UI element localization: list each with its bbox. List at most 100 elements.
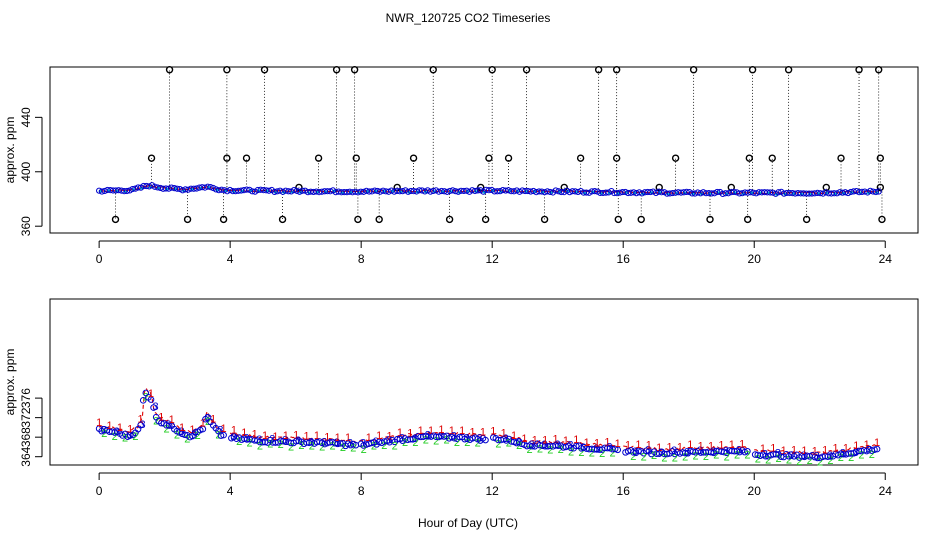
bottom-series-1-label: 1 <box>490 426 496 438</box>
bottom-series-1-label: 1 <box>501 428 507 440</box>
bottom-series-3-label: 3 <box>606 442 612 454</box>
bottom-series-1-label: 1 <box>635 439 641 451</box>
x-axis-title: Hour of Day (UTC) <box>418 516 518 530</box>
bottom-series-2-label: 2 <box>412 437 418 449</box>
top-blue-point <box>168 184 175 191</box>
bottom-series-1-label: 1 <box>106 420 112 432</box>
top-plot-frame <box>49 66 919 234</box>
bottom-series-2-label: 2 <box>236 436 242 448</box>
bottom-series-1-label: 1 <box>864 439 870 451</box>
bottom-circle-point <box>217 432 225 439</box>
bottom-series-2-label: 2 <box>392 440 398 452</box>
bottom-series-3-label: 3 <box>516 437 522 449</box>
bottom-series-3-label: 3 <box>308 436 314 448</box>
bottom-series-2-label: 2 <box>661 452 667 464</box>
bottom-series-1-label: 1 <box>335 432 341 444</box>
bottom-series-1-label: 1 <box>781 445 787 457</box>
bottom-series-2-label: 2 <box>174 430 180 442</box>
bottom-series-2-label: 2 <box>527 444 533 456</box>
top-blue-point <box>505 187 512 194</box>
bottom-series-3-label: 3 <box>217 425 223 437</box>
bottom-series-1-label: 1 <box>231 425 237 437</box>
bottom-series-2-label: 2 <box>682 451 688 463</box>
top-blue-point <box>714 188 721 196</box>
bottom-series-1-label: 1 <box>148 388 154 400</box>
bottom-series-1-label: 1 <box>604 436 610 448</box>
bottom-series-1-label: 1 <box>241 427 247 439</box>
top-blue-point <box>249 188 256 195</box>
bottom-series-2-label: 2 <box>309 441 315 453</box>
bottom-series-2-label: 2 <box>112 431 118 443</box>
bottom-series-1-label: 1 <box>739 439 745 451</box>
bottom-series-3-label: 3 <box>464 433 470 445</box>
top-blue-point <box>613 189 621 197</box>
top-blue-point <box>449 187 456 194</box>
bottom-series-3-label: 3 <box>541 439 547 451</box>
bottom-series-2-label: 2 <box>464 437 470 449</box>
bottom-circle-point <box>777 453 785 460</box>
bottom-circle-point <box>150 404 157 411</box>
bottom-series-2-label: 2 <box>319 441 325 453</box>
bottom-series-1-label: 1 <box>418 425 424 437</box>
bottom-series-1-label: 1 <box>127 423 133 435</box>
bottom-series-3-label: 3 <box>775 448 781 460</box>
bottom-circle-point <box>336 440 344 447</box>
bottom-series-2-label: 2 <box>869 449 875 461</box>
bottom-series-2-label: 2 <box>848 452 854 464</box>
top-outlier-low-marker <box>802 215 811 224</box>
top-blue-point <box>831 190 838 197</box>
top-blue-point <box>658 189 665 196</box>
top-x-tick-label: 20 <box>748 252 762 266</box>
top-blue-point <box>366 188 373 195</box>
top-outlier-low-marker <box>375 215 383 224</box>
bottom-circle-point <box>147 396 155 403</box>
bottom-series-1-label: 1 <box>179 422 185 434</box>
bottom-series-1-label: 1 <box>293 429 299 441</box>
bottom-series-3-label: 3 <box>723 446 729 458</box>
top-blue-point <box>544 188 551 195</box>
top-blue-point <box>123 187 131 195</box>
top-blue-point <box>238 187 245 194</box>
bottom-x-tick-label: 24 <box>879 484 893 498</box>
bottom-series-1-label: 1 <box>210 413 216 425</box>
top-blue-point <box>98 188 106 195</box>
top-outlier-410-marker <box>352 154 360 162</box>
bottom-series-1-label: 1 <box>189 424 195 436</box>
top-outlier-low-marker <box>637 215 645 224</box>
top-outlier-low-marker <box>481 215 490 224</box>
top-outlier-410-marker <box>576 154 585 162</box>
top-outlier-low-marker <box>111 215 120 224</box>
top-outlier-410-marker <box>876 154 885 162</box>
bottom-y-tick-label: 376 <box>19 388 33 408</box>
top-data-layer <box>96 66 886 224</box>
top-blue-point <box>867 187 874 194</box>
bottom-series-1-label: 1 <box>801 445 807 457</box>
bottom-series-2-label: 2 <box>475 438 481 450</box>
top-outlier-low-marker <box>354 215 362 224</box>
top-outlier-high-marker <box>689 66 698 74</box>
bottom-series-2-label: 2 <box>713 449 719 461</box>
top-x-tick-label: 16 <box>617 252 631 266</box>
top-outlier-high-marker <box>260 66 269 74</box>
top-blue-point <box>416 187 423 194</box>
top-outlier-high-marker <box>332 66 341 74</box>
top-outlier-410-marker <box>837 154 845 162</box>
bottom-series-2-label: 2 <box>495 438 501 450</box>
bottom-series-3-label: 3 <box>360 437 366 449</box>
bottom-series-1-label: 1 <box>833 442 839 454</box>
top-blue-point <box>129 185 136 193</box>
bottom-series-2-label: 2 <box>516 440 522 452</box>
bottom-series-3-label: 3 <box>256 434 262 446</box>
top-outlier-low-marker <box>278 215 287 224</box>
top-outlier-high-marker <box>429 66 437 74</box>
bottom-series-1-label: 1 <box>314 430 320 442</box>
bottom-series-2-label: 2 <box>267 439 273 451</box>
top-blue-point <box>722 190 729 197</box>
bottom-series-1-label: 1 <box>521 433 527 445</box>
bottom-x-tick-label: 0 <box>96 484 103 498</box>
top-outlier-high-marker <box>223 66 231 74</box>
bottom-series-1-label: 1 <box>324 431 330 443</box>
